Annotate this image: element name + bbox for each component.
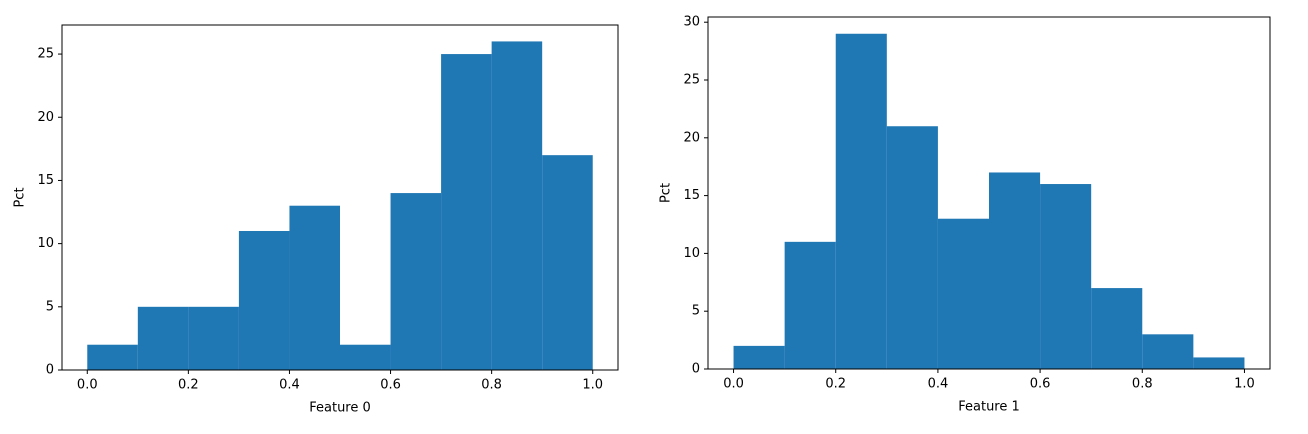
bar [188, 306, 239, 370]
y-tick-label: 0 [692, 362, 700, 377]
bar [989, 172, 1041, 369]
bar [1040, 184, 1092, 369]
y-tick-label: 20 [683, 130, 700, 145]
x-tick-label: 1.0 [1234, 377, 1255, 392]
bar [784, 241, 836, 369]
bar [87, 344, 138, 370]
x-tick-label: 0.2 [825, 377, 846, 392]
x-axis-label: Feature 0 [309, 401, 371, 416]
y-tick-label: 5 [692, 304, 700, 319]
x-tick-label: 0.4 [928, 377, 949, 392]
bar [390, 193, 442, 370]
x-tick-label: 0.0 [77, 378, 98, 393]
y-tick-label: 10 [683, 246, 700, 261]
y-axis-label: Pct [13, 187, 28, 207]
bar [238, 230, 290, 370]
x-tick-label: 0.4 [279, 378, 300, 393]
x-tick-label: 0.6 [380, 378, 401, 393]
bar [491, 41, 543, 371]
bar [137, 306, 189, 370]
bar [835, 33, 887, 370]
x-tick-label: 0.6 [1030, 377, 1051, 392]
y-tick-label: 5 [46, 299, 54, 314]
x-tick-label: 0.8 [481, 378, 502, 393]
bar [1142, 334, 1194, 369]
y-tick-label: 20 [37, 110, 54, 125]
axes-frame [61, 24, 619, 371]
bar [441, 54, 492, 371]
y-tick-label: 15 [683, 188, 700, 203]
y-tick-label: 25 [683, 73, 700, 88]
y-tick-label: 0 [46, 363, 54, 378]
bar [289, 205, 340, 370]
bar [340, 344, 391, 370]
x-tick-label: 1.0 [582, 378, 603, 393]
x-tick-label: 0.0 [723, 377, 744, 392]
y-tick-label: 15 [37, 173, 54, 188]
bar [1091, 288, 1143, 369]
axes-frame [707, 16, 1271, 370]
x-tick-label: 0.8 [1132, 377, 1153, 392]
bar [1193, 357, 1245, 369]
y-tick-label: 25 [37, 47, 54, 62]
y-tick-label: 10 [37, 236, 54, 251]
bar [733, 345, 785, 369]
x-axis-label: Feature 1 [958, 400, 1020, 415]
bar [886, 126, 938, 369]
x-tick-label: 0.2 [178, 378, 199, 393]
bar [937, 218, 989, 369]
y-tick-label: 30 [683, 15, 700, 30]
bar [542, 155, 593, 370]
y-axis-label: Pct [659, 183, 674, 203]
